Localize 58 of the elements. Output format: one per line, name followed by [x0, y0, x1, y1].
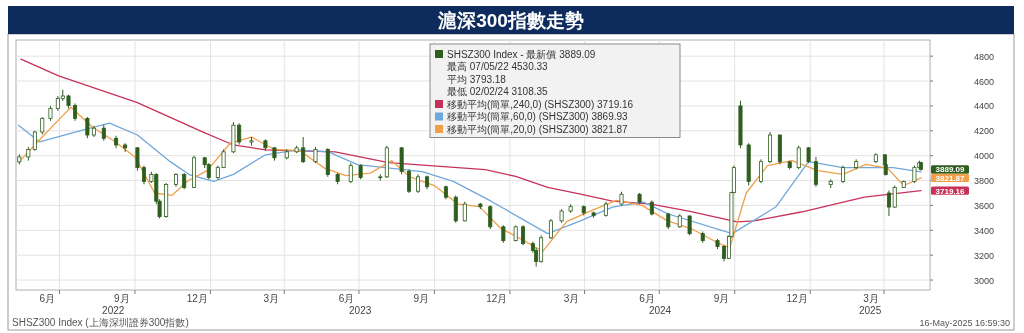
legend-label: SHSZ300 Index - 最新價 3889.09 — [447, 48, 596, 60]
candlestick — [141, 165, 146, 185]
text: 2023 — [349, 305, 372, 316]
y-tick-label: 4400 — [974, 101, 995, 112]
line-series — [17, 122, 922, 235]
y-tick-label: 3400 — [974, 225, 995, 236]
candlestick — [348, 162, 353, 184]
text: 16-May-2025 16:59:30 — [919, 318, 1010, 328]
candlestick — [453, 194, 458, 224]
y-tick-label: 4600 — [974, 76, 995, 87]
x-tick-label: 12月 — [786, 293, 808, 304]
candlestick — [488, 204, 493, 230]
text: 3889.09 — [935, 165, 965, 175]
candlestick — [416, 173, 421, 194]
candlestick — [123, 142, 128, 153]
x-tick-label: 9月 — [713, 293, 730, 304]
annotation: 最高 07/05/22 4530.33 — [447, 61, 549, 72]
x-tick-label: 12月 — [486, 293, 508, 304]
legend-label: 移動平均(簡單,240,0) (SHSZ300) 3719.16 — [447, 98, 634, 110]
text: 2024 — [648, 305, 672, 316]
x-tick-label: 12月 — [186, 293, 208, 304]
x-tick-label: 3月 — [863, 293, 879, 304]
x-tick-label: 6月 — [338, 293, 355, 304]
x-tick-label: 6月 — [39, 293, 55, 304]
y-tick-label: 4000 — [974, 151, 995, 162]
y-tick-label: 4800 — [974, 51, 995, 62]
legend-label: 移動平均(簡單,20,0) (SHSZ300) 3821.87 — [447, 123, 629, 135]
y-tick-label: 4200 — [974, 126, 995, 137]
annotation: 最低 02/02/24 3108.35 — [447, 86, 549, 97]
text: 2022 — [102, 305, 125, 316]
candlestick — [462, 201, 467, 223]
data-label: 3821.87 — [935, 173, 966, 183]
candlestick — [85, 116, 90, 139]
candlestick — [813, 156, 818, 188]
candlestick — [521, 224, 526, 246]
x-tick-label: 3月 — [263, 293, 279, 304]
candlestick — [399, 146, 404, 175]
candlestick — [796, 145, 801, 170]
text: SHSZ300 Index (上海深圳證券300指數) — [12, 317, 189, 328]
x-tick-label: 6月 — [639, 293, 655, 304]
data-label: 3719.16 — [935, 186, 966, 196]
candlestick — [301, 136, 306, 164]
x-tick-label: 9月 — [413, 293, 430, 304]
y-tick-label: 3800 — [974, 176, 995, 187]
y-tick-label: 3600 — [974, 200, 995, 211]
line-series — [20, 58, 922, 223]
text: 2025 — [858, 305, 882, 316]
x-tick-label: 3月 — [563, 293, 580, 304]
y-tick-label: 3200 — [974, 250, 995, 261]
legend-label: 移動平均(簡單,60,0) (SHSZ300) 3869.93 — [447, 111, 629, 122]
candlestick — [407, 168, 411, 194]
candlestick — [758, 158, 763, 184]
candlestick — [687, 214, 692, 236]
candlestick — [548, 218, 553, 240]
annotation: 平均 3793.18 — [447, 73, 507, 85]
y-tick-label: 3000 — [974, 275, 995, 286]
x-tick-label: 9月 — [114, 293, 130, 304]
chart-title: 滬深300指數走勢 — [437, 10, 584, 31]
